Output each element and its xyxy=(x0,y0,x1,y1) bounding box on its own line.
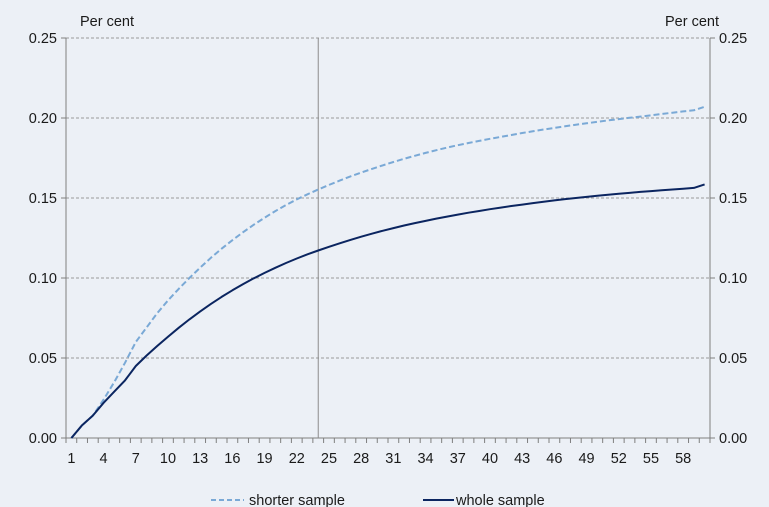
y-axis-right-ticks: 0.00 0.05 0.10 0.15 0.20 0.25 xyxy=(719,31,747,447)
x-tick-label: 22 xyxy=(289,451,305,467)
x-tick-label: 7 xyxy=(132,451,140,467)
left-unit-label: Per cent xyxy=(80,14,134,30)
x-tick-label: 13 xyxy=(192,451,208,467)
x-tick-label: 52 xyxy=(611,451,627,467)
y-tick-label-right: 0.25 xyxy=(719,31,747,47)
x-tick-label: 16 xyxy=(224,451,240,467)
y-tick-label-left: 0.20 xyxy=(29,111,57,127)
legend-label: shorter sample xyxy=(249,493,345,507)
x-tick-label: 19 xyxy=(256,451,272,467)
x-tick-label: 46 xyxy=(546,451,562,467)
axes xyxy=(61,37,715,443)
right-unit-label: Per cent xyxy=(665,14,719,30)
y-tick-label-left: 0.15 xyxy=(29,191,57,207)
y-tick-label-right: 0.05 xyxy=(719,351,747,367)
x-tick-label: 49 xyxy=(578,451,594,467)
y-axis-left-ticks: 0.00 0.05 0.10 0.15 0.20 0.25 xyxy=(29,31,57,447)
y-tick-label-right: 0.20 xyxy=(719,111,747,127)
y-tick-label-right: 0.00 xyxy=(719,431,747,447)
x-tick-label: 58 xyxy=(675,451,691,467)
x-tick-label: 10 xyxy=(160,451,176,467)
legend: shorter sample whole sample xyxy=(211,493,545,507)
x-tick-label: 1 xyxy=(67,451,75,467)
x-tick-label: 37 xyxy=(450,451,466,467)
x-tick-label: 40 xyxy=(482,451,498,467)
series-lines xyxy=(70,105,705,439)
y-tick-label-left: 0.10 xyxy=(29,271,57,287)
x-tick-label: 43 xyxy=(514,451,530,467)
x-axis-ticks: 1 4 7 10 13 16 19 22 25 28 31 34 37 40 43 46 49 52 55 58 xyxy=(67,451,691,467)
x-tick-label: 4 xyxy=(100,451,108,467)
y-tick-label-left: 0.25 xyxy=(29,31,57,47)
x-tick-label: 34 xyxy=(417,451,433,467)
y-tick-label-right: 0.15 xyxy=(719,191,747,207)
x-tick-label: 31 xyxy=(385,451,401,467)
series-line-shorter-sample xyxy=(70,105,705,439)
y-tick-label-left: 0.00 xyxy=(29,431,57,447)
y-tick-label-left: 0.05 xyxy=(29,351,57,367)
gridlines xyxy=(66,37,710,359)
series-line-whole-sample xyxy=(70,183,705,439)
x-tick-label: 55 xyxy=(643,451,659,467)
y-tick-label-right: 0.10 xyxy=(719,271,747,287)
x-tick-label: 25 xyxy=(321,451,337,467)
x-tick-label: 28 xyxy=(353,451,369,467)
legend-label: whole sample xyxy=(455,493,545,507)
